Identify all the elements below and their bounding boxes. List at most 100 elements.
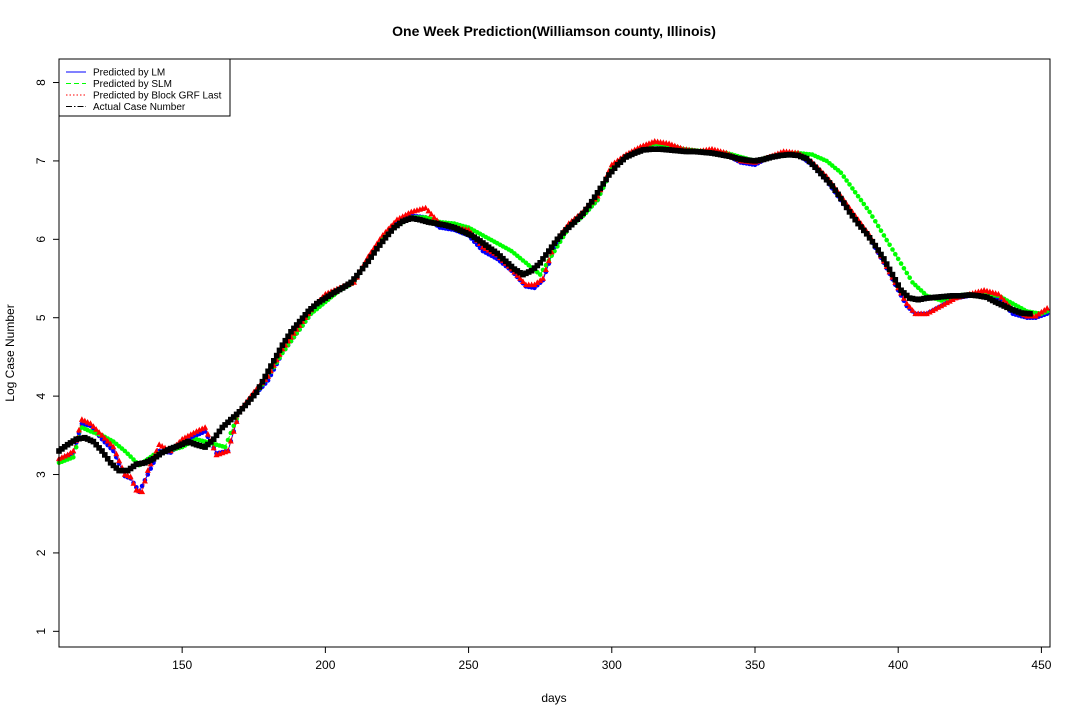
data-point	[832, 187, 838, 193]
data-point	[637, 148, 644, 154]
x-tick-label: 150	[172, 658, 192, 672]
y-tick-label: 8	[34, 79, 48, 86]
data-point	[726, 153, 732, 159]
data-point	[67, 449, 74, 456]
data-point	[150, 456, 157, 462]
data-point	[577, 213, 584, 220]
data-point	[93, 441, 99, 448]
data-point	[227, 437, 234, 444]
series-line	[58, 143, 1048, 493]
data-point	[148, 466, 153, 471]
x-tick-label: 350	[745, 658, 765, 672]
data-point	[651, 146, 658, 152]
data-point	[520, 278, 526, 284]
data-point	[614, 162, 621, 168]
data-point	[334, 288, 340, 294]
data-point	[895, 256, 901, 262]
data-point	[594, 190, 601, 196]
data-point	[265, 368, 271, 375]
data-point	[119, 467, 125, 474]
data-point	[431, 220, 437, 226]
data-point	[677, 148, 684, 154]
data-point	[462, 230, 469, 236]
data-point	[981, 294, 987, 300]
data-point	[907, 275, 912, 281]
data-point	[130, 480, 137, 486]
plot-series	[56, 138, 1051, 495]
series-line	[58, 140, 1048, 493]
data-point	[881, 233, 887, 238]
data-point	[96, 429, 103, 435]
data-point	[686, 148, 692, 155]
data-point	[468, 232, 475, 239]
y-tick-label: 4	[34, 392, 48, 399]
data-point	[909, 307, 916, 313]
data-point	[709, 150, 715, 156]
data-point	[256, 384, 263, 390]
data-point	[560, 230, 566, 236]
data-point	[545, 257, 552, 264]
data-point	[125, 451, 130, 457]
data-point	[944, 293, 950, 300]
data-point	[402, 217, 409, 223]
data-point	[76, 426, 82, 433]
data-point	[623, 154, 629, 160]
data-point	[233, 418, 240, 424]
data-point	[924, 295, 930, 301]
data-point	[167, 445, 174, 452]
data-point	[606, 172, 612, 178]
data-point	[99, 448, 105, 454]
data-point	[620, 156, 626, 163]
data-point	[938, 302, 945, 309]
chart-title: One Week Prediction(Williamson county, I…	[392, 23, 716, 39]
data-point	[617, 159, 624, 165]
data-point	[803, 155, 810, 162]
data-point	[104, 437, 111, 444]
data-point	[408, 215, 415, 221]
data-point	[388, 228, 394, 234]
data-point	[165, 447, 171, 453]
data-point	[870, 214, 875, 219]
data-point	[941, 301, 947, 307]
data-point	[374, 245, 380, 252]
data-point	[893, 251, 898, 257]
y-tick-label: 2	[34, 549, 48, 556]
data-point	[775, 153, 781, 159]
data-point	[302, 312, 309, 318]
data-point	[943, 299, 950, 306]
legend-label: Predicted by Block GRF Last	[93, 91, 222, 102]
data-point	[445, 223, 452, 229]
data-point	[296, 318, 303, 325]
data-point	[717, 151, 724, 158]
data-point	[820, 173, 827, 180]
data-point	[1018, 310, 1025, 316]
data-point	[460, 228, 466, 235]
data-point	[485, 244, 492, 250]
data-point	[362, 262, 369, 268]
data-point	[319, 297, 326, 303]
data-point	[858, 224, 864, 230]
data-point	[222, 444, 228, 450]
data-point	[79, 435, 85, 441]
data-point	[159, 443, 166, 449]
data-point	[534, 279, 541, 285]
data-point	[454, 226, 460, 232]
data-point	[904, 270, 910, 276]
data-point	[766, 155, 773, 161]
data-point	[517, 275, 524, 281]
data-point	[342, 283, 349, 289]
data-point	[397, 220, 403, 227]
data-point	[700, 149, 707, 156]
data-point	[863, 231, 870, 237]
data-point	[703, 149, 710, 156]
data-point	[379, 238, 386, 245]
data-point	[672, 147, 678, 154]
data-point	[735, 155, 741, 162]
data-point	[525, 269, 532, 275]
data-point	[935, 304, 942, 310]
data-point	[890, 247, 895, 252]
data-point	[230, 414, 237, 420]
data-point	[783, 152, 790, 158]
data-point	[127, 465, 134, 472]
